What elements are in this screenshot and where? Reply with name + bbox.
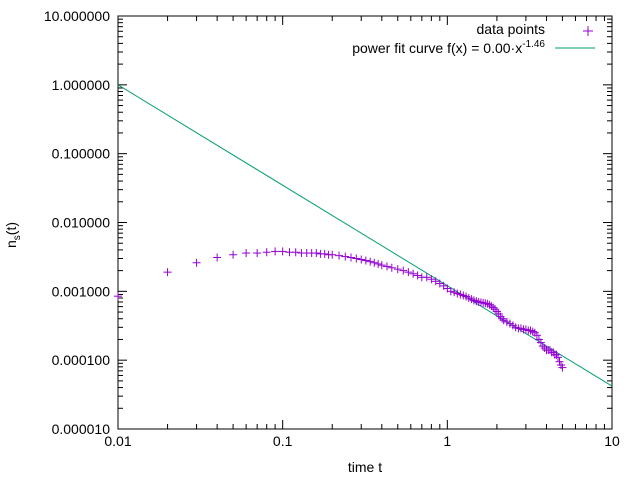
data-point: [357, 255, 366, 264]
data-point: [366, 257, 375, 266]
x-tick-label: 10: [604, 433, 620, 449]
y-axis-label: ns(t): [3, 222, 23, 248]
legend-label-fit-curve: power fit curve f(x) = 0.00·x-1.46: [352, 39, 545, 56]
data-point: [409, 269, 418, 278]
data-point: [399, 266, 408, 275]
data-point: [377, 261, 386, 270]
data-point: [554, 353, 563, 362]
data-point: [291, 248, 300, 257]
data-point: [374, 259, 383, 268]
legend-marker-plus: [583, 26, 593, 36]
data-point: [346, 253, 355, 262]
legend-fit-prefix: power fit curve f(x) = 0.00·x: [352, 40, 522, 56]
fit-curve-layer: [117, 84, 613, 387]
data-point: [558, 363, 567, 372]
y-axis-label-main: n: [3, 240, 19, 248]
legend: data points power fit curve f(x) = 0.00·…: [352, 21, 595, 56]
fit-curve-line: [117, 84, 613, 387]
y-tick-label: 0.001000: [52, 283, 111, 299]
data-point: [192, 258, 201, 267]
y-axis-label-sub: s: [12, 235, 23, 240]
legend-fit-exponent: -1.46: [522, 39, 545, 50]
data-point: [335, 251, 344, 260]
data-point: [242, 249, 251, 258]
y-tick-label: 10.000000: [44, 8, 110, 24]
y-tick-label: 0.010000: [52, 215, 111, 231]
y-tick-label: 0.100000: [52, 146, 111, 162]
data-point: [262, 248, 271, 257]
data-point: [555, 357, 564, 366]
x-tick-label: 0.1: [273, 433, 293, 449]
y-axis-ticks: 0.000010 0.000100 0.001000 0.010000 0.100000…: [44, 8, 612, 437]
data-point: [352, 254, 361, 263]
y-axis-label-tail: (t): [3, 222, 19, 235]
x-tick-label: 0.01: [104, 433, 131, 449]
data-point: [450, 288, 459, 297]
data-point: [328, 250, 337, 259]
data-point: [446, 287, 455, 296]
data-point: [163, 268, 172, 277]
data-point: [496, 312, 505, 321]
data-point: [341, 252, 350, 261]
data-point: [498, 314, 507, 323]
data-point: [320, 249, 329, 258]
data-point: [382, 262, 391, 271]
x-axis-label: time t: [348, 459, 382, 475]
data-point: [431, 277, 440, 286]
data-point: [499, 316, 508, 325]
data-point: [253, 249, 262, 258]
y-tick-label: 0.000100: [52, 352, 111, 368]
legend-label-data-points: data points: [477, 21, 546, 37]
data-point: [532, 331, 541, 340]
data-point: [536, 338, 545, 347]
x-tick-label: 1: [443, 433, 451, 449]
data-point: [271, 247, 280, 256]
y-tick-label: 0.000010: [52, 421, 111, 437]
data-point: [387, 263, 396, 272]
data-point: [489, 303, 498, 312]
data-point: [393, 265, 402, 274]
data-point: [404, 268, 413, 277]
data-point: [528, 327, 537, 336]
data-point: [538, 342, 547, 351]
data-point: [422, 273, 431, 282]
x-axis-ticks: 0.01 0.1 1 10: [104, 16, 620, 449]
data-point: [361, 256, 370, 265]
data-point: [278, 247, 287, 256]
data-point: [413, 271, 422, 280]
data-point: [427, 275, 436, 284]
data-point: [312, 249, 321, 258]
data-point: [370, 258, 379, 267]
data-point: [229, 250, 238, 259]
data-point: [114, 292, 122, 301]
y-tick-label: 1.000000: [52, 77, 111, 93]
data-points-layer: [114, 247, 567, 372]
data-point: [540, 344, 549, 353]
data-point: [213, 253, 222, 262]
